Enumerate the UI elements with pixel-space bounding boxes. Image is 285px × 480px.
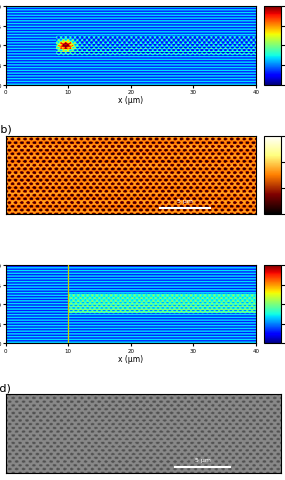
Text: 5 μm: 5 μm: [177, 199, 193, 204]
X-axis label: x (μm): x (μm): [118, 96, 143, 105]
Text: 5 μm: 5 μm: [195, 457, 211, 462]
Text: (d): (d): [0, 382, 11, 392]
X-axis label: x (μm): x (μm): [118, 354, 143, 363]
Text: (b): (b): [0, 124, 11, 134]
